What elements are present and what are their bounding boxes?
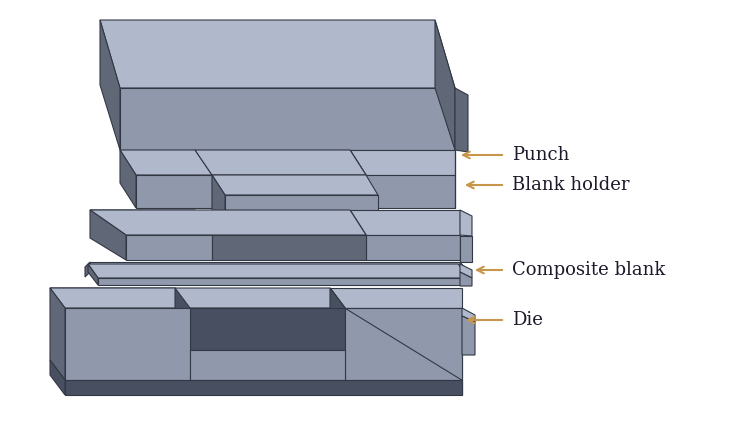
Polygon shape [366, 235, 460, 260]
Polygon shape [88, 264, 470, 278]
Polygon shape [120, 150, 136, 208]
Polygon shape [50, 360, 65, 395]
Polygon shape [100, 20, 455, 88]
Polygon shape [350, 210, 460, 235]
Polygon shape [460, 264, 472, 278]
Polygon shape [88, 264, 98, 285]
Polygon shape [225, 195, 378, 248]
Polygon shape [90, 210, 126, 260]
Text: Die: Die [512, 311, 543, 329]
Polygon shape [120, 88, 455, 150]
Polygon shape [462, 316, 475, 355]
Polygon shape [435, 20, 455, 150]
Polygon shape [100, 20, 120, 150]
Polygon shape [350, 150, 455, 175]
Polygon shape [460, 262, 465, 278]
Polygon shape [120, 150, 212, 175]
Polygon shape [345, 308, 462, 395]
Polygon shape [212, 175, 225, 248]
Polygon shape [50, 288, 345, 308]
Polygon shape [190, 350, 345, 380]
Polygon shape [90, 262, 460, 272]
Polygon shape [190, 308, 345, 350]
Polygon shape [212, 175, 378, 195]
Text: Blank holder: Blank holder [512, 176, 629, 194]
Polygon shape [65, 380, 462, 395]
Polygon shape [98, 278, 470, 285]
Polygon shape [126, 235, 212, 260]
Polygon shape [460, 210, 472, 236]
Polygon shape [330, 288, 462, 308]
Polygon shape [90, 210, 366, 235]
Polygon shape [65, 308, 190, 380]
Polygon shape [460, 236, 472, 262]
Polygon shape [212, 235, 366, 260]
Polygon shape [85, 262, 90, 277]
Polygon shape [455, 88, 468, 152]
Polygon shape [330, 288, 345, 350]
Polygon shape [195, 150, 366, 175]
Polygon shape [175, 288, 190, 350]
Polygon shape [460, 272, 472, 286]
Polygon shape [366, 175, 455, 208]
Polygon shape [345, 308, 462, 380]
Text: Punch: Punch [512, 146, 570, 164]
Polygon shape [50, 288, 65, 380]
Text: Composite blank: Composite blank [512, 261, 665, 279]
Polygon shape [50, 288, 190, 308]
Polygon shape [462, 308, 475, 322]
Polygon shape [90, 210, 212, 235]
Polygon shape [136, 175, 212, 208]
